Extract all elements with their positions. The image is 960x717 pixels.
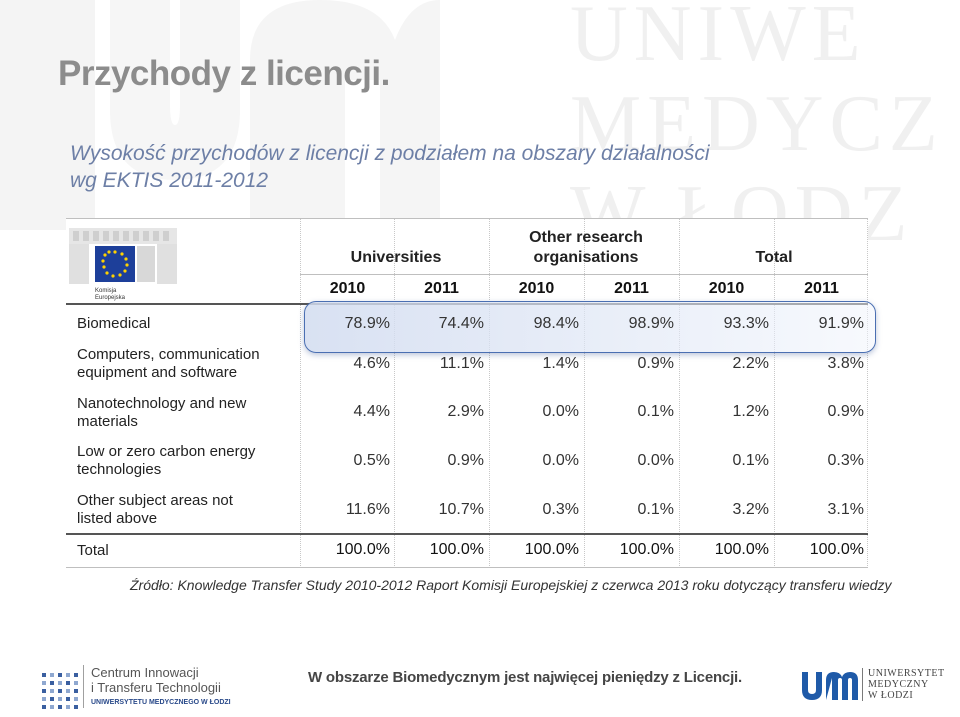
table-cell: 11.1% xyxy=(439,355,484,372)
um-logo-icon xyxy=(802,672,858,700)
year-header: 2011 xyxy=(424,280,459,297)
table-cell-total: 100.0% xyxy=(429,541,484,558)
table-cell: 2.2% xyxy=(732,355,769,372)
table-cell: 1.2% xyxy=(732,403,769,420)
university-name: UNIWERSYTET MEDYCZNY W ŁODZI xyxy=(862,668,945,701)
table-cell: 0.1% xyxy=(637,403,674,420)
eu-logo-caption-2: Europejska xyxy=(95,295,126,301)
source-note: Źródło: Knowledge Transfer Study 2010-20… xyxy=(130,577,892,593)
row-label-low-carbon: Low or zero carbon energy technologies xyxy=(77,443,256,478)
table-cell: 1.4% xyxy=(542,355,579,372)
table-cell: 0.1% xyxy=(637,501,674,518)
year-header: 2010 xyxy=(329,280,366,297)
table-cell: 3.8% xyxy=(827,355,864,372)
slide-subtitle: Wysokość przychodów z licencji z podział… xyxy=(70,142,710,192)
table-cell-total: 100.0% xyxy=(524,541,579,558)
table-cell: 0.9% xyxy=(637,355,674,372)
table-cell: 3.2% xyxy=(732,501,769,518)
citt-name-line-1: Centrum Innowacji xyxy=(91,665,199,680)
row-label-other-areas: Other subject areas not listed above xyxy=(77,492,233,527)
revenue-table: Komisja Europejska Universities Other re… xyxy=(66,218,876,568)
table-cell: 0.5% xyxy=(353,452,390,469)
table-cell: 0.3% xyxy=(827,452,864,469)
table-cell: 91.9% xyxy=(818,315,864,332)
row-label-biomedical: Biomedical xyxy=(77,315,151,332)
row-label-computers: Computers, communication equipment and so… xyxy=(77,346,260,381)
table-cell: 98.4% xyxy=(533,315,579,332)
row-label-nanotechnology: Nanotechnology and new materials xyxy=(77,395,247,430)
group-header-total: Total xyxy=(755,249,793,266)
university-name-line-3: W ŁODZI xyxy=(868,690,914,701)
watermark-line-2: MEDYCZ xyxy=(570,80,944,168)
citt-name-line-3: UNIWERSYTETU MEDYCZNEGO W ŁODZI xyxy=(91,699,231,706)
footer-message: W obszarze Biomedycznym jest najwięcej p… xyxy=(308,669,742,686)
table-cell: 0.9% xyxy=(827,403,864,420)
table-cell: 3.1% xyxy=(827,501,864,518)
biomedical-highlight xyxy=(304,301,876,353)
watermark-line-1: UNIWE xyxy=(570,0,867,78)
eu-logo-caption-1: Komisja xyxy=(95,288,117,294)
citt-logo-icon xyxy=(42,673,78,709)
table-cell-total: 100.0% xyxy=(809,541,864,558)
table-cell: 4.6% xyxy=(353,355,390,372)
table-cell: 0.9% xyxy=(447,452,484,469)
slide-title: Przychody z licencji. xyxy=(58,54,390,93)
citt-name: Centrum Innowacji i Transferu Technologi… xyxy=(83,665,231,708)
table-cell-total: 100.0% xyxy=(619,541,674,558)
watermark-university-name: UNIWE MEDYCZ W ŁODZ xyxy=(570,0,944,258)
table-cell: 0.3% xyxy=(542,501,579,518)
group-header-other-research: Other research organisations xyxy=(529,229,643,266)
university-name-line-2: MEDYCZNY xyxy=(868,679,929,690)
table-cell: 93.3% xyxy=(723,315,769,332)
table-cell: 10.7% xyxy=(438,501,484,518)
watermark-um-logo xyxy=(0,0,440,245)
group-header-universities: Universities xyxy=(350,249,442,266)
table-cell: 98.9% xyxy=(628,315,674,332)
year-header: 2010 xyxy=(708,280,745,297)
year-header: 2011 xyxy=(614,280,649,297)
table-cell: 4.4% xyxy=(353,403,390,420)
year-header: 2011 xyxy=(804,280,839,297)
table-cell: 11.6% xyxy=(345,501,390,518)
year-header: 2010 xyxy=(518,280,555,297)
eu-commission-logo: Komisja Europejska xyxy=(69,228,177,301)
table-cell: 2.9% xyxy=(447,403,484,420)
table-cell: 0.0% xyxy=(637,452,674,469)
table-cell-total: 100.0% xyxy=(335,541,390,558)
table-cell: 0.1% xyxy=(732,452,769,469)
table-cell-total: 100.0% xyxy=(714,541,769,558)
citt-name-line-2: i Transferu Technologii xyxy=(91,680,221,695)
table-cell: 78.9% xyxy=(344,315,390,332)
table-cell: 0.0% xyxy=(542,403,579,420)
table-cell: 0.0% xyxy=(542,452,579,469)
row-label-total: Total xyxy=(77,542,109,559)
table-cell: 74.4% xyxy=(438,315,484,332)
university-name-line-1: UNIWERSYTET xyxy=(868,668,945,679)
